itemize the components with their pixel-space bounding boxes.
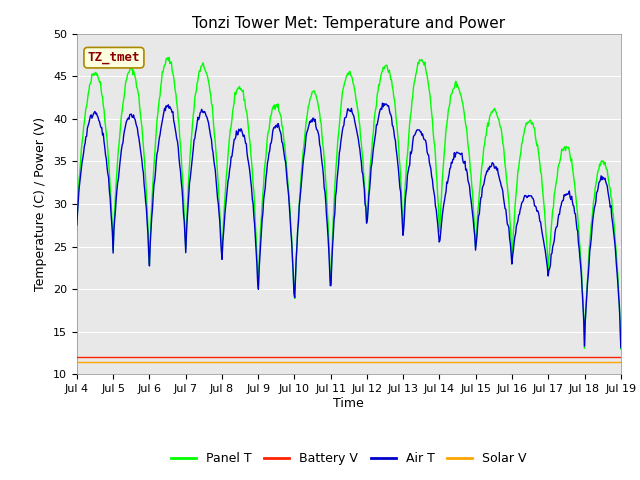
- Battery V: [139, 354, 147, 360]
- Solar V: [617, 359, 625, 364]
- Line: Air T: Air T: [77, 103, 621, 348]
- Battery V: [194, 354, 202, 360]
- Battery V: [223, 354, 230, 360]
- Solar V: [194, 359, 202, 364]
- Y-axis label: Temperature (C) / Power (V): Temperature (C) / Power (V): [35, 117, 47, 291]
- Solar V: [431, 359, 438, 364]
- Battery V: [73, 354, 81, 360]
- Panel T: [416, 57, 424, 62]
- Air T: [416, 127, 424, 133]
- Solar V: [415, 359, 422, 364]
- Air T: [194, 114, 202, 120]
- Air T: [431, 203, 439, 209]
- Solar V: [223, 359, 230, 364]
- Panel T: [73, 228, 81, 233]
- Text: TZ_tmet: TZ_tmet: [88, 51, 140, 64]
- X-axis label: Time: Time: [333, 397, 364, 410]
- Line: Panel T: Panel T: [77, 58, 621, 349]
- Solar V: [139, 359, 147, 364]
- Panel T: [165, 55, 173, 60]
- Panel T: [431, 153, 439, 158]
- Air T: [617, 345, 625, 350]
- Air T: [73, 222, 81, 228]
- Panel T: [139, 133, 147, 139]
- Solar V: [73, 359, 81, 364]
- Battery V: [415, 354, 422, 360]
- Air T: [83, 133, 90, 139]
- Title: Tonzi Tower Met: Temperature and Power: Tonzi Tower Met: Temperature and Power: [192, 16, 506, 31]
- Legend: Panel T, Battery V, Air T, Solar V: Panel T, Battery V, Air T, Solar V: [166, 447, 531, 470]
- Air T: [139, 166, 147, 171]
- Solar V: [83, 359, 90, 364]
- Battery V: [83, 354, 90, 360]
- Battery V: [431, 354, 438, 360]
- Panel T: [195, 72, 202, 77]
- Air T: [379, 100, 387, 106]
- Air T: [223, 194, 230, 200]
- Panel T: [617, 346, 625, 352]
- Panel T: [223, 162, 231, 168]
- Panel T: [83, 103, 90, 109]
- Battery V: [617, 354, 625, 360]
